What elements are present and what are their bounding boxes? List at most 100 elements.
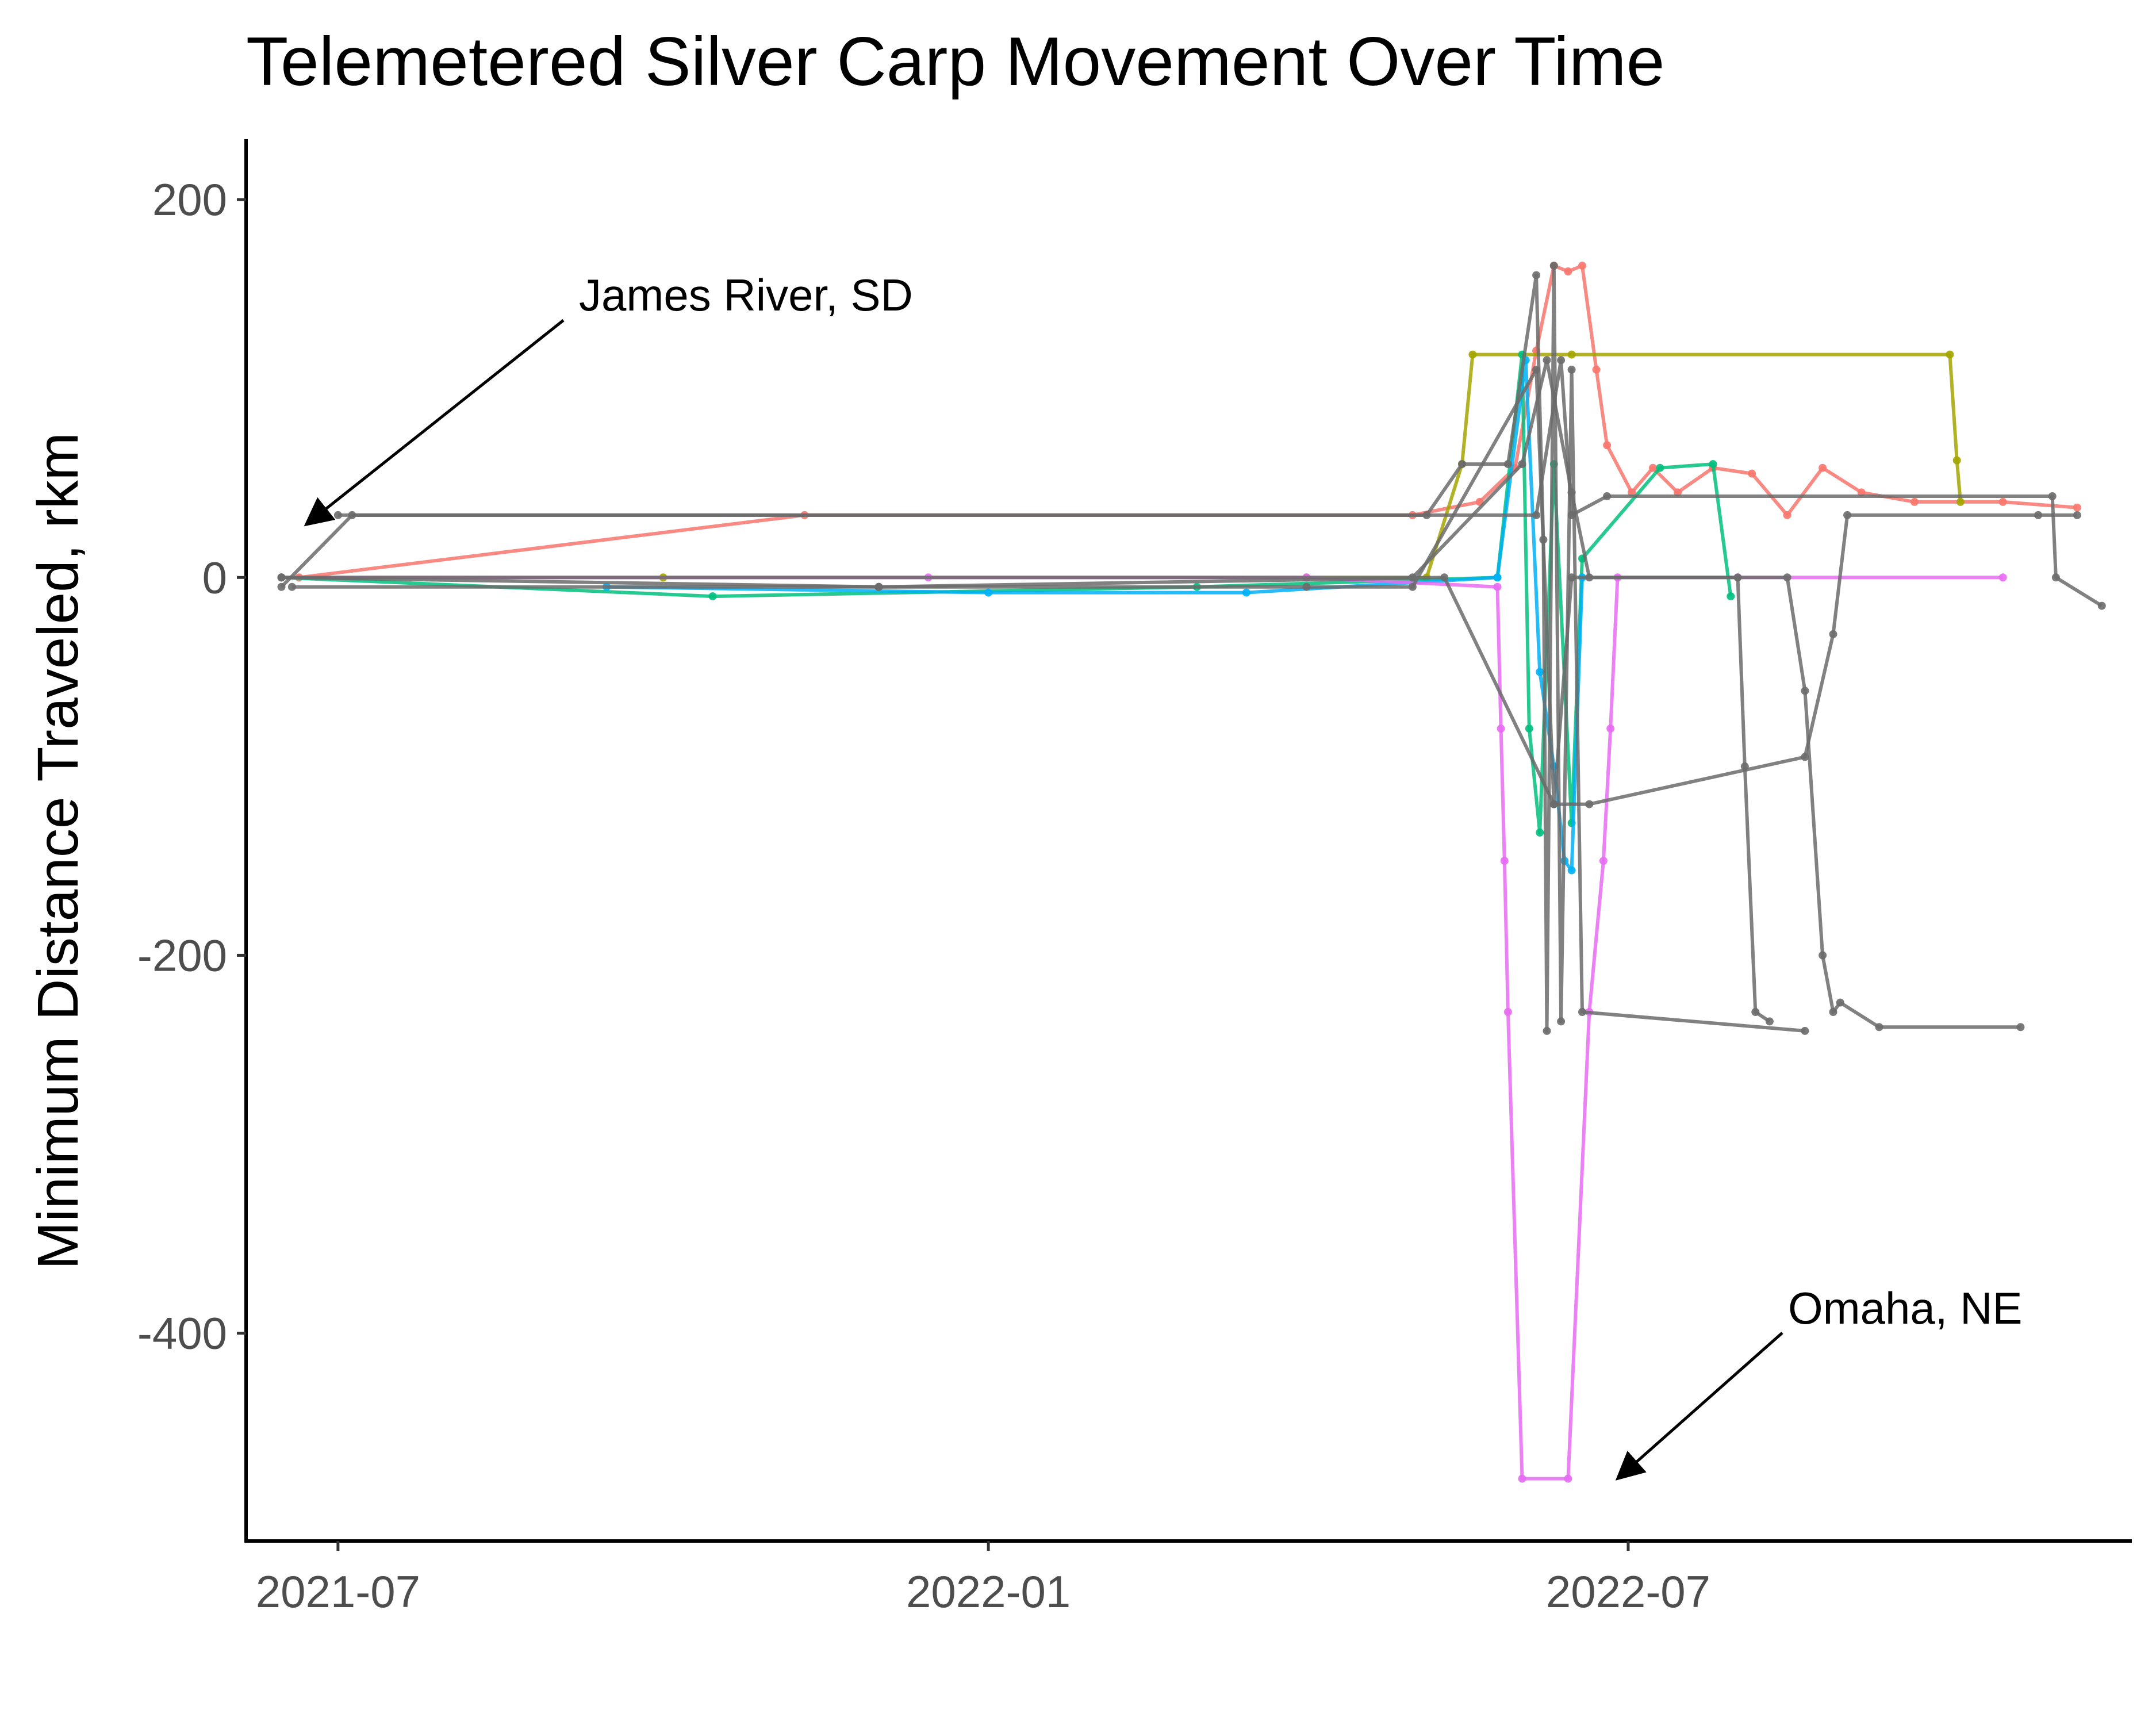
data-point: [2073, 503, 2081, 512]
data-point: [1567, 350, 1576, 359]
data-point: [1549, 800, 1558, 808]
annotation-layer: James River, SD Omaha, NE: [304, 270, 2022, 1481]
series-line: [291, 513, 2077, 806]
data-point: [1578, 1008, 1586, 1016]
data-point: [1603, 492, 1612, 500]
data-point: [1829, 630, 1837, 638]
series-line: [607, 358, 1584, 872]
annotation-label: Omaha, NE: [1788, 1283, 2022, 1333]
data-point: [1564, 1474, 1572, 1483]
data-point: [1875, 1023, 1883, 1032]
y-ticks: 200 0 -200 -400: [137, 174, 246, 1359]
series-9: [287, 511, 2081, 808]
data-point: [1592, 365, 1601, 374]
data-point: [1603, 441, 1612, 450]
data-point: [1567, 365, 1576, 374]
data-point: [1765, 1017, 1774, 1026]
data-point: [1819, 951, 1827, 960]
data-point: [1493, 573, 1502, 582]
data-point: [1500, 857, 1509, 865]
data-point: [1567, 573, 1576, 582]
data-point: [1302, 582, 1311, 591]
data-point: [1578, 262, 1586, 270]
series-line: [280, 264, 1805, 1033]
data-point: [874, 582, 883, 591]
data-point: [2034, 511, 2043, 519]
series-3: [603, 356, 1586, 875]
data-point: [1709, 460, 1717, 469]
y-tick-label: 200: [152, 174, 227, 225]
data-point: [1911, 497, 1919, 506]
data-point: [1628, 488, 1636, 497]
data-point: [1857, 488, 1866, 497]
x-tick-label: 2021-07: [256, 1566, 420, 1617]
data-point: [1564, 267, 1572, 275]
data-point: [1242, 588, 1250, 597]
series-line: [337, 358, 2103, 608]
data-point: [1606, 724, 1615, 733]
series-line: [298, 264, 2078, 580]
data-point: [2048, 492, 2057, 500]
data-point: [1998, 497, 2007, 506]
x-tick-label: 2022-01: [906, 1566, 1071, 1617]
data-point: [1829, 1008, 1837, 1016]
data-point: [1440, 573, 1449, 582]
data-point: [1525, 724, 1533, 733]
data-point: [1998, 573, 2007, 582]
data-point: [1819, 463, 1827, 472]
series-4: [277, 573, 2007, 1483]
data-point: [1468, 350, 1477, 359]
chart-title: Telemetered Silver Carp Movement Over Ti…: [246, 23, 1665, 100]
data-point: [984, 588, 993, 597]
data-point: [1493, 582, 1502, 591]
data-point: [1518, 1474, 1526, 1483]
data-point: [1585, 573, 1594, 582]
data-point: [1567, 866, 1576, 875]
data-point: [277, 573, 286, 582]
series-line: [281, 358, 2021, 1029]
series-7: [277, 356, 2025, 1032]
data-point: [333, 511, 342, 519]
data-point: [1503, 460, 1512, 469]
data-point: [1458, 460, 1466, 469]
data-point: [708, 592, 717, 601]
series-8: [333, 356, 2106, 610]
data-point: [1751, 1008, 1760, 1016]
annotation-arrow: [1615, 1332, 1783, 1481]
data-point: [1836, 998, 1844, 1007]
data-point: [1532, 511, 1541, 519]
data-point: [1497, 724, 1505, 733]
data-point: [1801, 1026, 1809, 1035]
data-point: [1727, 592, 1735, 601]
data-point: [1946, 350, 1954, 359]
data-point: [2016, 1023, 2025, 1032]
series-layer: [277, 262, 2106, 1483]
data-point: [1557, 1017, 1566, 1026]
data-point: [277, 582, 286, 591]
data-point: [1801, 753, 1809, 761]
data-point: [1503, 1008, 1512, 1016]
data-point: [1532, 365, 1541, 374]
series-0: [295, 262, 2081, 582]
data-point: [1783, 573, 1791, 582]
y-tick-label: 0: [202, 552, 227, 603]
data-point: [1543, 1026, 1551, 1035]
data-point: [1532, 271, 1541, 279]
data-point: [1518, 460, 1526, 469]
annotation-label: James River, SD: [579, 270, 913, 320]
data-point: [2051, 573, 2060, 582]
series-line: [281, 576, 2003, 1481]
data-point: [1408, 582, 1417, 591]
data-point: [1674, 488, 1682, 497]
data-point: [1649, 463, 1657, 472]
data-point: [1536, 828, 1544, 837]
y-tick-label: -400: [137, 1308, 227, 1359]
data-point: [1557, 356, 1566, 365]
data-point: [287, 582, 296, 591]
data-point: [1549, 262, 1558, 270]
data-point: [1952, 456, 1961, 465]
y-tick-label: -200: [137, 930, 227, 980]
data-point: [1599, 857, 1608, 865]
annotation-arrow: [304, 319, 565, 527]
